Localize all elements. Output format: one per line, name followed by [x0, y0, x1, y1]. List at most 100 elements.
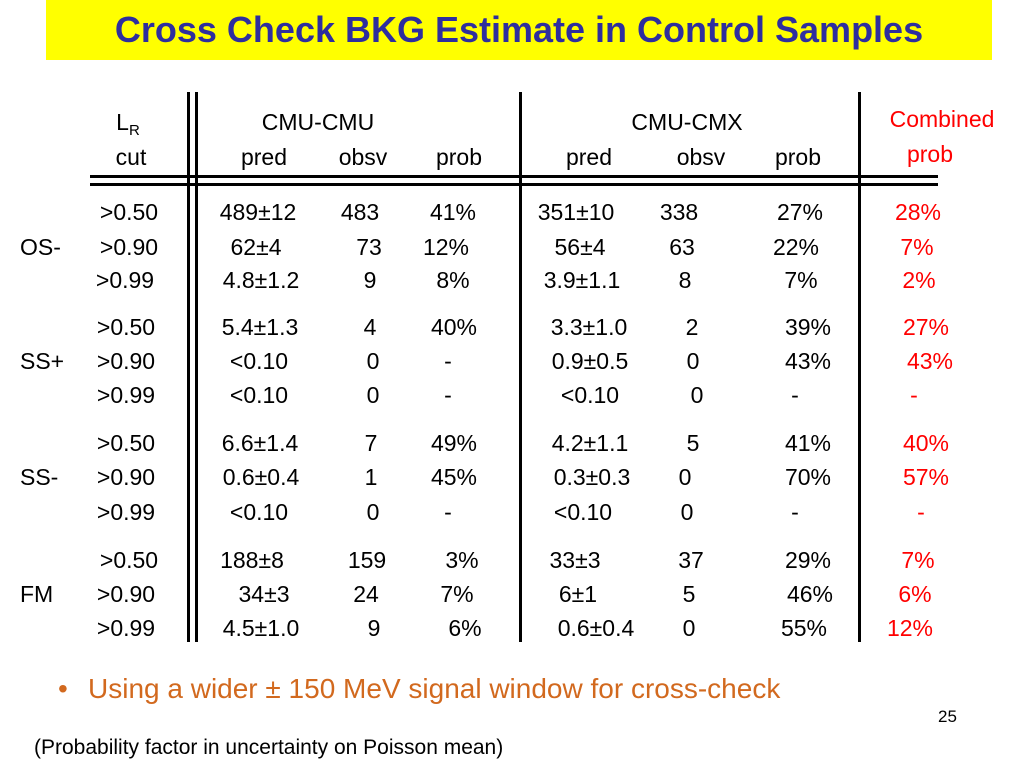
cell-cc-pred: <0.10	[229, 499, 289, 525]
cell-cx-prob: -	[791, 382, 799, 408]
table-rule-right	[858, 92, 861, 642]
cell-cc-prob: 3%	[445, 547, 479, 573]
header-rule-a	[90, 175, 938, 178]
footnote: (Probability factor in uncertainty on Po…	[34, 736, 504, 759]
cell-cc-obsv: 0	[366, 382, 380, 408]
cell-cx-obsv: 63	[669, 234, 695, 260]
cell-cc-prob: 41%	[429, 199, 477, 225]
cell-combined: 7%	[900, 234, 934, 260]
combined-header-line2: prob	[906, 141, 954, 167]
group-label-fm: FM	[20, 581, 54, 607]
cell-cx-pred: 0.3±0.3	[553, 464, 631, 490]
bullet-icon: •	[58, 673, 68, 704]
cell-cx-pred: <0.10	[553, 499, 613, 525]
cell-cx-obsv: 5	[682, 581, 696, 607]
cell-cc-pred: 4.5±1.0	[222, 615, 300, 641]
cell-cc-obsv: 1	[364, 464, 378, 490]
cx-obsv-header: obsv	[676, 144, 726, 170]
cc-prob-header: prob	[435, 144, 483, 170]
cell-cut: >0.99	[95, 267, 155, 293]
cell-combined: 2%	[902, 267, 936, 293]
cell-cut: >0.90	[99, 234, 159, 260]
cell-cx-obsv: 5	[686, 430, 700, 456]
cell-cut: >0.99	[96, 382, 156, 408]
cell-cc-pred: 5.4±1.3	[221, 314, 299, 340]
cell-cx-pred: 3.9±1.1	[543, 267, 621, 293]
cell-cx-pred: 351±10	[537, 199, 615, 225]
group-label-os-minus: OS-	[20, 234, 61, 260]
cell-cc-obsv: 73	[356, 234, 382, 260]
cell-cx-pred: <0.10	[560, 382, 620, 408]
table-rule-double-left-a	[187, 92, 190, 642]
cell-cc-obsv: 0	[366, 348, 380, 374]
page-number: 25	[938, 707, 957, 726]
cell-cx-prob: 70%	[784, 464, 832, 490]
cell-cc-obsv: 24	[353, 581, 379, 607]
combined-header-line1: Combined	[889, 106, 995, 132]
cut-header: cut	[115, 144, 147, 170]
cell-cx-obsv: 37	[678, 547, 704, 573]
cell-cx-prob: 7%	[784, 267, 818, 293]
cell-cut: >0.50	[99, 199, 159, 225]
cell-cx-obsv: 8	[678, 267, 692, 293]
cell-cx-prob: 55%	[780, 615, 828, 641]
cell-cc-pred: 489±12	[219, 199, 297, 225]
cell-cc-prob: 45%	[430, 464, 478, 490]
bullet-text: Using a wider ± 150 MeV signal window fo…	[88, 673, 781, 704]
cell-cc-pred: <0.10	[229, 382, 289, 408]
cell-combined: 12%	[886, 615, 934, 641]
cmu-cmx-header: CMU-CMX	[631, 109, 743, 135]
cc-pred-header: pred	[240, 144, 288, 170]
cx-pred-header: pred	[565, 144, 613, 170]
cell-cx-prob: 41%	[784, 430, 832, 456]
cell-cut: >0.50	[99, 547, 159, 573]
cell-cc-pred: 4.8±1.2	[222, 267, 300, 293]
cell-cc-pred: 62±4	[230, 234, 282, 260]
cell-cc-pred: 188±8	[220, 547, 284, 573]
cell-combined: 43%	[906, 348, 954, 374]
cell-cc-obsv: 0	[366, 499, 380, 525]
cc-obsv-header: obsv	[338, 144, 388, 170]
cell-cx-obsv: 2	[685, 314, 699, 340]
cell-cx-obsv: 0	[680, 499, 694, 525]
cell-combined: -	[910, 382, 918, 408]
cell-cc-prob: -	[444, 382, 452, 408]
cell-cc-pred: 0.6±0.4	[222, 464, 300, 490]
cell-cc-prob: 12%	[422, 234, 470, 260]
cell-cut: >0.90	[96, 464, 156, 490]
header-rule-b	[90, 183, 938, 186]
cell-cc-obsv: 9	[367, 615, 381, 641]
slide-title: Cross Check BKG Estimate in Control Samp…	[114, 9, 924, 50]
cell-cx-pred: 4.2±1.1	[551, 430, 629, 456]
cell-combined: 6%	[898, 581, 932, 607]
cell-combined: 28%	[894, 199, 942, 225]
cell-cx-prob: 29%	[784, 547, 832, 573]
cell-combined: 57%	[902, 464, 950, 490]
cell-cx-prob: 39%	[784, 314, 832, 340]
cell-cx-obsv: 0	[686, 348, 700, 374]
cell-combined: -	[917, 499, 925, 525]
cell-cc-prob: 49%	[430, 430, 478, 456]
cell-cx-prob: 43%	[784, 348, 832, 374]
group-label-ss-minus: SS-	[20, 464, 59, 490]
bullet-note: • Using a wider ± 150 MeV signal window f…	[58, 673, 780, 705]
cell-cut: >0.50	[96, 430, 156, 456]
cell-cc-prob: 40%	[430, 314, 478, 340]
cell-cc-obsv: 9	[363, 267, 377, 293]
table-rule-mid	[519, 92, 522, 642]
cell-cx-pred: 56±4	[554, 234, 606, 260]
cell-cx-prob: 22%	[772, 234, 820, 260]
cell-cc-prob: -	[444, 348, 452, 374]
cell-cut: >0.99	[96, 499, 156, 525]
cell-cx-pred: 3.3±1.0	[550, 314, 628, 340]
cell-cx-pred: 0.6±0.4	[557, 615, 635, 641]
cell-cc-prob: -	[444, 499, 452, 525]
cell-cx-obsv: 0	[678, 464, 692, 490]
cell-combined: 40%	[902, 430, 950, 456]
cell-cx-pred: 33±3	[549, 547, 601, 573]
cell-cut: >0.99	[96, 615, 156, 641]
cell-cc-obsv: 159	[347, 547, 387, 573]
cell-cx-obsv: 338	[659, 199, 699, 225]
cell-cx-prob: -	[791, 499, 799, 525]
